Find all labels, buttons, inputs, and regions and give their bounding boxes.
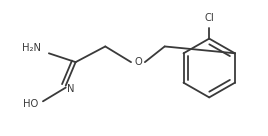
Text: N: N [67, 84, 75, 94]
Text: Cl: Cl [204, 13, 214, 23]
Text: H₂N: H₂N [22, 43, 40, 53]
Text: O: O [134, 57, 142, 67]
Text: HO: HO [24, 99, 39, 109]
